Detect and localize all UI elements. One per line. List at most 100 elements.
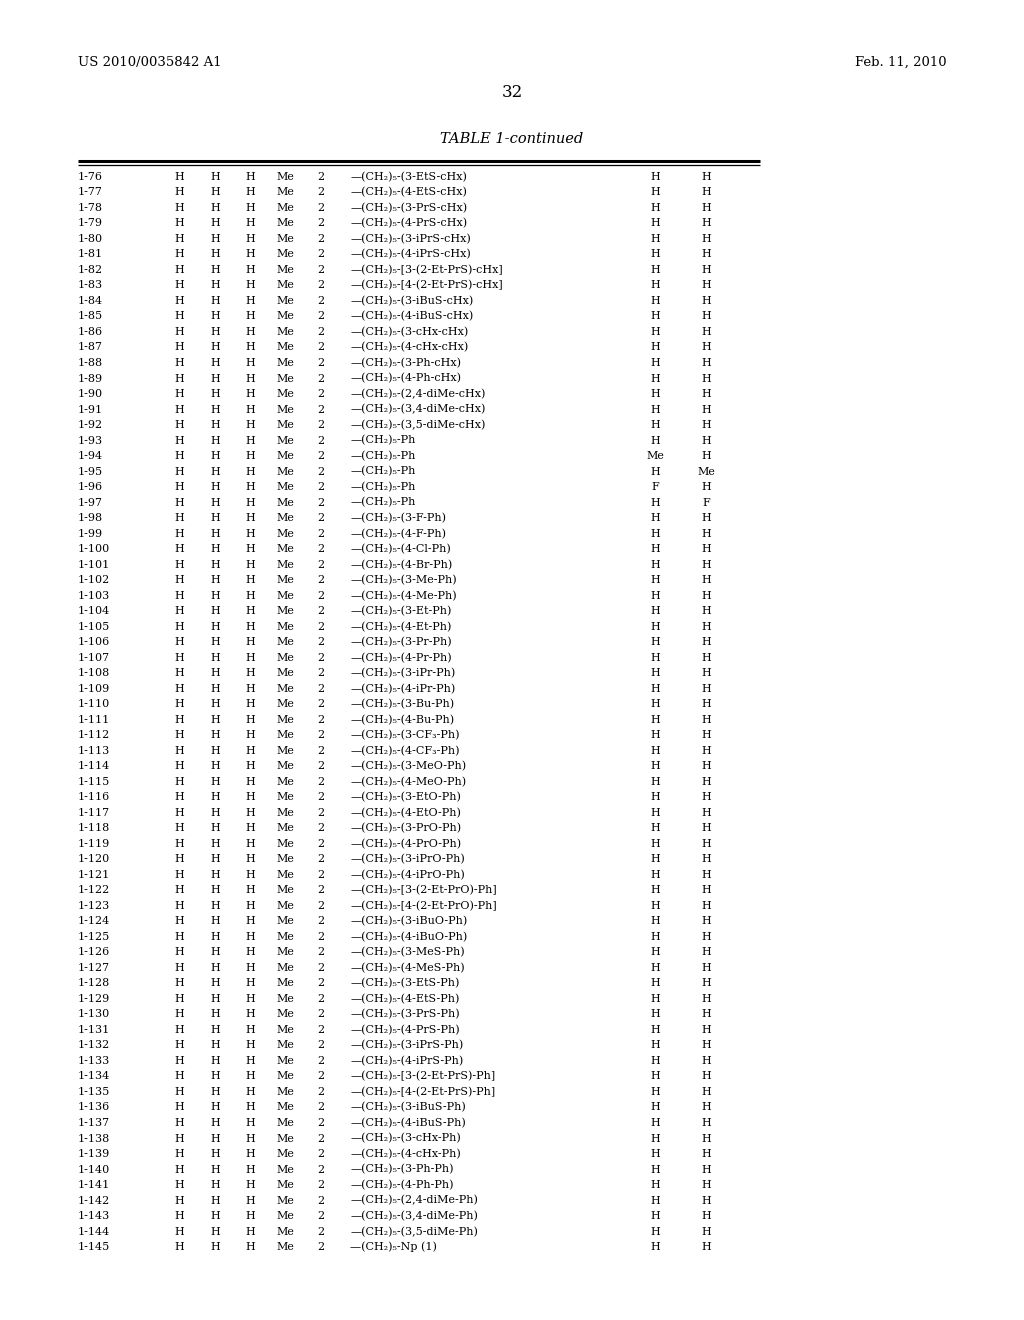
Text: H: H bbox=[701, 886, 712, 895]
Text: H: H bbox=[701, 932, 712, 942]
Text: H: H bbox=[701, 652, 712, 663]
Text: 2: 2 bbox=[317, 1164, 324, 1175]
Text: 2: 2 bbox=[317, 203, 324, 213]
Text: H: H bbox=[650, 962, 660, 973]
Text: H: H bbox=[701, 870, 712, 880]
Text: H: H bbox=[174, 1196, 184, 1205]
Text: —(CH₂)₅-(2,4-diMe-Ph): —(CH₂)₅-(2,4-diMe-Ph) bbox=[350, 1196, 478, 1205]
Text: H: H bbox=[245, 900, 255, 911]
Text: H: H bbox=[245, 668, 255, 678]
Text: 1-113: 1-113 bbox=[78, 746, 110, 756]
Text: H: H bbox=[245, 280, 255, 290]
Text: —(CH₂)₅-(3-Pr-Ph): —(CH₂)₅-(3-Pr-Ph) bbox=[350, 638, 452, 647]
Text: Me: Me bbox=[276, 249, 295, 260]
Text: H: H bbox=[210, 962, 220, 973]
Text: H: H bbox=[210, 436, 220, 446]
Text: H: H bbox=[245, 1134, 255, 1143]
Text: —(CH₂)₅-[3-(2-Et-PrS)-cHx]: —(CH₂)₅-[3-(2-Et-PrS)-cHx] bbox=[350, 265, 503, 275]
Text: H: H bbox=[174, 900, 184, 911]
Text: 2: 2 bbox=[317, 218, 324, 228]
Text: H: H bbox=[210, 1180, 220, 1191]
Text: H: H bbox=[245, 886, 255, 895]
Text: H: H bbox=[210, 886, 220, 895]
Text: H: H bbox=[701, 1148, 712, 1159]
Text: Me: Me bbox=[276, 436, 295, 446]
Text: H: H bbox=[245, 1102, 255, 1113]
Text: H: H bbox=[650, 1056, 660, 1067]
Text: H: H bbox=[701, 482, 712, 492]
Text: —(CH₂)₅-(4-Et-Ph): —(CH₂)₅-(4-Et-Ph) bbox=[350, 622, 452, 632]
Text: H: H bbox=[210, 576, 220, 585]
Text: Me: Me bbox=[276, 684, 295, 694]
Text: H: H bbox=[245, 187, 255, 198]
Text: H: H bbox=[650, 824, 660, 833]
Text: H: H bbox=[650, 544, 660, 554]
Text: H: H bbox=[650, 1102, 660, 1113]
Text: 1-87: 1-87 bbox=[78, 342, 102, 352]
Text: H: H bbox=[245, 312, 255, 322]
Text: Me: Me bbox=[276, 1148, 295, 1159]
Text: 1-143: 1-143 bbox=[78, 1210, 110, 1221]
Text: H: H bbox=[245, 451, 255, 461]
Text: 2: 2 bbox=[317, 389, 324, 399]
Text: H: H bbox=[210, 808, 220, 818]
Text: —(CH₂)₅-[4-(2-Et-PrS)-cHx]: —(CH₂)₅-[4-(2-Et-PrS)-cHx] bbox=[350, 280, 503, 290]
Text: H: H bbox=[174, 824, 184, 833]
Text: H: H bbox=[701, 265, 712, 275]
Text: H: H bbox=[650, 684, 660, 694]
Text: H: H bbox=[245, 948, 255, 957]
Text: Me: Me bbox=[276, 1226, 295, 1237]
Text: 1-117: 1-117 bbox=[78, 808, 110, 818]
Text: H: H bbox=[701, 684, 712, 694]
Text: H: H bbox=[174, 714, 184, 725]
Text: H: H bbox=[701, 762, 712, 771]
Text: 2: 2 bbox=[317, 296, 324, 306]
Text: Me: Me bbox=[276, 1072, 295, 1081]
Text: H: H bbox=[245, 932, 255, 942]
Text: H: H bbox=[701, 900, 712, 911]
Text: H: H bbox=[701, 1024, 712, 1035]
Text: —(CH₂)₅-(3-iBuS-cHx): —(CH₂)₅-(3-iBuS-cHx) bbox=[350, 296, 473, 306]
Text: 1-135: 1-135 bbox=[78, 1086, 110, 1097]
Text: H: H bbox=[245, 374, 255, 384]
Text: H: H bbox=[174, 451, 184, 461]
Text: H: H bbox=[650, 203, 660, 213]
Text: 2: 2 bbox=[317, 466, 324, 477]
Text: H: H bbox=[701, 528, 712, 539]
Text: H: H bbox=[245, 1210, 255, 1221]
Text: H: H bbox=[701, 1180, 712, 1191]
Text: H: H bbox=[174, 576, 184, 585]
Text: H: H bbox=[174, 528, 184, 539]
Text: 1-137: 1-137 bbox=[78, 1118, 110, 1129]
Text: H: H bbox=[650, 498, 660, 508]
Text: 2: 2 bbox=[317, 187, 324, 198]
Text: H: H bbox=[245, 498, 255, 508]
Text: —(CH₂)₅-[3-(2-Et-PrO)-Ph]: —(CH₂)₅-[3-(2-Et-PrO)-Ph] bbox=[350, 886, 497, 895]
Text: H: H bbox=[701, 1164, 712, 1175]
Text: Me: Me bbox=[276, 389, 295, 399]
Text: 2: 2 bbox=[317, 1180, 324, 1191]
Text: H: H bbox=[245, 420, 255, 430]
Text: —(CH₂)₅-(2,4-diMe-cHx): —(CH₂)₅-(2,4-diMe-cHx) bbox=[350, 389, 485, 399]
Text: 1-102: 1-102 bbox=[78, 576, 110, 585]
Text: H: H bbox=[174, 1010, 184, 1019]
Text: H: H bbox=[245, 404, 255, 414]
Text: 2: 2 bbox=[317, 886, 324, 895]
Text: —(CH₂)₅-(3-iBuS-Ph): —(CH₂)₅-(3-iBuS-Ph) bbox=[350, 1102, 466, 1113]
Text: H: H bbox=[650, 730, 660, 741]
Text: 1-79: 1-79 bbox=[78, 218, 102, 228]
Text: H: H bbox=[245, 808, 255, 818]
Text: Me: Me bbox=[276, 172, 295, 182]
Text: Me: Me bbox=[276, 544, 295, 554]
Text: H: H bbox=[210, 638, 220, 647]
Text: —(CH₂)₅-(3-Me-Ph): —(CH₂)₅-(3-Me-Ph) bbox=[350, 576, 457, 585]
Text: H: H bbox=[245, 824, 255, 833]
Text: H: H bbox=[701, 1040, 712, 1051]
Text: H: H bbox=[210, 854, 220, 865]
Text: H: H bbox=[174, 1134, 184, 1143]
Text: H: H bbox=[650, 994, 660, 1005]
Text: 1-119: 1-119 bbox=[78, 838, 110, 849]
Text: 1-139: 1-139 bbox=[78, 1148, 110, 1159]
Text: H: H bbox=[701, 1242, 712, 1253]
Text: 2: 2 bbox=[317, 962, 324, 973]
